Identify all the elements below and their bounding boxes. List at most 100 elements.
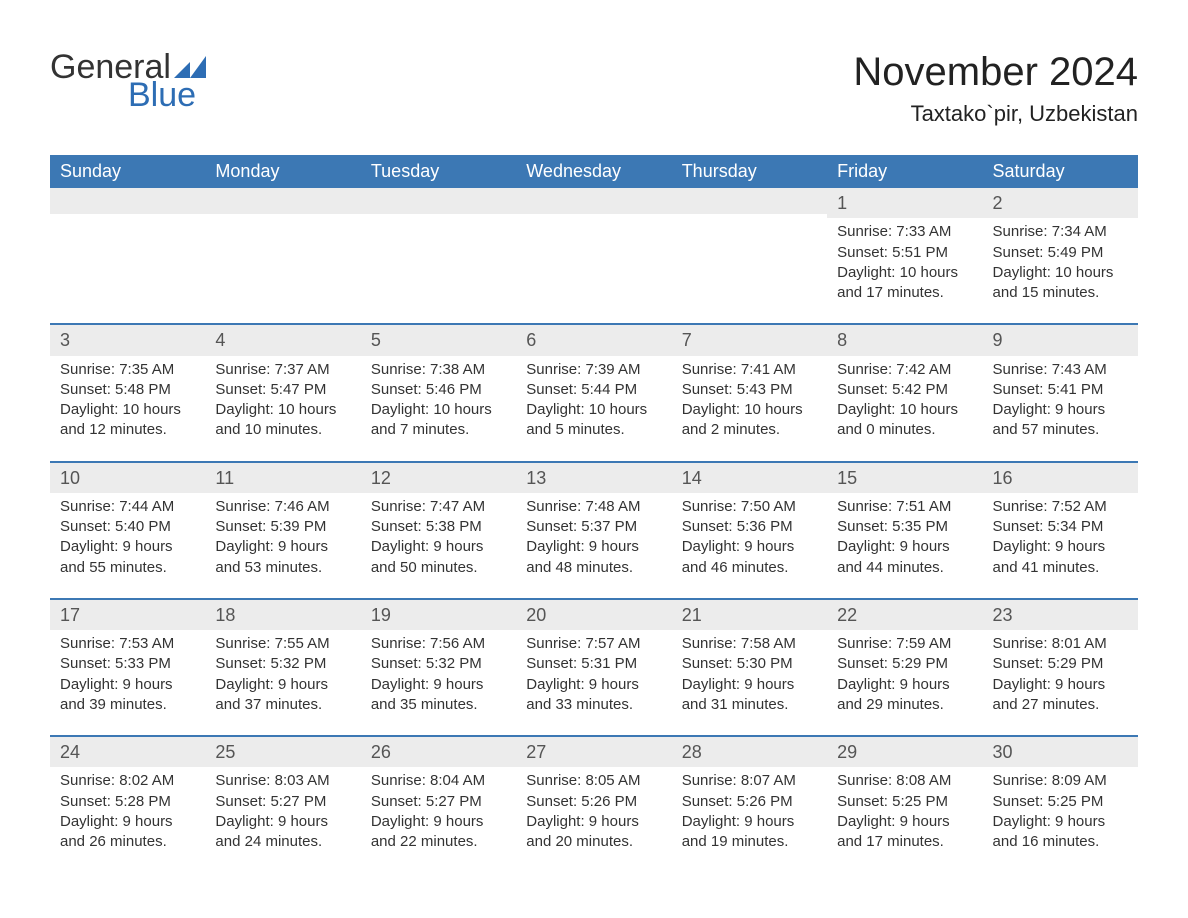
day-number: 3: [50, 325, 205, 355]
calendar-day-cell: 16Sunrise: 7:52 AMSunset: 5:34 PMDayligh…: [983, 462, 1138, 599]
header: General Blue November 2024 Taxtako`pir, …: [50, 50, 1138, 135]
weekday-header: Thursday: [672, 155, 827, 188]
sunrise-text: Sunrise: 7:50 AM: [682, 497, 817, 517]
sunrise-text: Sunrise: 7:47 AM: [371, 497, 506, 517]
daylight-text-1: Daylight: 10 hours: [682, 400, 817, 420]
calendar-day-cell: 13Sunrise: 7:48 AMSunset: 5:37 PMDayligh…: [516, 462, 671, 599]
sunset-text: Sunset: 5:43 PM: [682, 380, 817, 400]
daylight-text-2: and 15 minutes.: [993, 283, 1128, 303]
daylight-text-1: Daylight: 10 hours: [837, 400, 972, 420]
sunset-text: Sunset: 5:29 PM: [993, 654, 1128, 674]
daylight-text-1: Daylight: 9 hours: [60, 537, 195, 557]
sunset-text: Sunset: 5:33 PM: [60, 654, 195, 674]
daylight-text-2: and 19 minutes.: [682, 832, 817, 852]
sunset-text: Sunset: 5:28 PM: [60, 792, 195, 812]
daylight-text-2: and 31 minutes.: [682, 695, 817, 715]
sunset-text: Sunset: 5:26 PM: [526, 792, 661, 812]
sunset-text: Sunset: 5:47 PM: [215, 380, 350, 400]
daylight-text-1: Daylight: 9 hours: [682, 537, 817, 557]
sunrise-text: Sunrise: 8:02 AM: [60, 771, 195, 791]
day-number: 4: [205, 325, 360, 355]
title-block: November 2024 Taxtako`pir, Uzbekistan: [853, 50, 1138, 135]
calendar-day-cell: 6Sunrise: 7:39 AMSunset: 5:44 PMDaylight…: [516, 324, 671, 461]
daylight-text-1: Daylight: 9 hours: [837, 812, 972, 832]
sunset-text: Sunset: 5:32 PM: [371, 654, 506, 674]
daylight-text-1: Daylight: 9 hours: [993, 812, 1128, 832]
calendar-day-cell: 5Sunrise: 7:38 AMSunset: 5:46 PMDaylight…: [361, 324, 516, 461]
day-number: 16: [983, 463, 1138, 493]
sunset-text: Sunset: 5:26 PM: [682, 792, 817, 812]
daylight-text-1: Daylight: 10 hours: [837, 263, 972, 283]
calendar-day-cell: 20Sunrise: 7:57 AMSunset: 5:31 PMDayligh…: [516, 599, 671, 736]
day-number: 26: [361, 737, 516, 767]
empty-day-header: [361, 188, 516, 214]
weekday-header: Tuesday: [361, 155, 516, 188]
daylight-text-1: Daylight: 9 hours: [371, 675, 506, 695]
day-number: 12: [361, 463, 516, 493]
calendar-day-cell: 14 Sunrise: 7:50 AMSunset: 5:36 PMDayligh…: [672, 462, 827, 599]
sunrise-text: Sunrise: 7:41 AM: [682, 360, 817, 380]
sunrise-text: Sunrise: 8:08 AM: [837, 771, 972, 791]
calendar-day-cell: 7 Sunrise: 7:41 AMSunset: 5:43 PMDaylight…: [672, 324, 827, 461]
daylight-text-1: Daylight: 9 hours: [682, 675, 817, 695]
daylight-text-2: and 5 minutes.: [526, 420, 661, 440]
day-number: 10: [50, 463, 205, 493]
weekday-header: Wednesday: [516, 155, 671, 188]
day-number: 7: [672, 325, 827, 355]
sunrise-text: Sunrise: 7:53 AM: [60, 634, 195, 654]
day-number: 14: [672, 463, 827, 493]
day-number: 6: [516, 325, 671, 355]
calendar-day-cell: 15Sunrise: 7:51 AMSunset: 5:35 PMDayligh…: [827, 462, 982, 599]
daylight-text-2: and 46 minutes.: [682, 558, 817, 578]
day-number: 2: [983, 188, 1138, 218]
calendar-week-row: 3Sunrise: 7:35 AMSunset: 5:48 PMDaylight…: [50, 324, 1138, 461]
sunrise-text: Sunrise: 7:42 AM: [837, 360, 972, 380]
month-title: November 2024: [853, 50, 1138, 95]
daylight-text-2: and 44 minutes.: [837, 558, 972, 578]
sunrise-text: Sunrise: 7:59 AM: [837, 634, 972, 654]
daylight-text-1: Daylight: 10 hours: [215, 400, 350, 420]
daylight-text-1: Daylight: 9 hours: [993, 537, 1128, 557]
daylight-text-2: and 29 minutes.: [837, 695, 972, 715]
sunrise-text: Sunrise: 7:58 AM: [682, 634, 817, 654]
daylight-text-2: and 57 minutes.: [993, 420, 1128, 440]
daylight-text-2: and 10 minutes.: [215, 420, 350, 440]
daylight-text-2: and 7 minutes.: [371, 420, 506, 440]
calendar-header-row: SundayMondayTuesdayWednesdayThursdayFrid…: [50, 155, 1138, 188]
sunset-text: Sunset: 5:36 PM: [682, 517, 817, 537]
daylight-text-1: Daylight: 9 hours: [60, 675, 195, 695]
daylight-text-2: and 26 minutes.: [60, 832, 195, 852]
day-number: 11: [205, 463, 360, 493]
sunrise-text: Sunrise: 8:07 AM: [682, 771, 817, 791]
sunrise-text: Sunrise: 7:51 AM: [837, 497, 972, 517]
daylight-text-1: Daylight: 9 hours: [215, 537, 350, 557]
sunset-text: Sunset: 5:25 PM: [837, 792, 972, 812]
daylight-text-2: and 16 minutes.: [993, 832, 1128, 852]
sunset-text: Sunset: 5:41 PM: [993, 380, 1128, 400]
calendar-week-row: 1Sunrise: 7:33 AMSunset: 5:51 PMDaylight…: [50, 188, 1138, 324]
day-number: 23: [983, 600, 1138, 630]
calendar-day-cell: [50, 188, 205, 324]
sunrise-text: Sunrise: 7:34 AM: [993, 222, 1128, 242]
sunset-text: Sunset: 5:44 PM: [526, 380, 661, 400]
day-number: 13: [516, 463, 671, 493]
sunset-text: Sunset: 5:49 PM: [993, 243, 1128, 263]
calendar-day-cell: 29Sunrise: 8:08 AMSunset: 5:25 PMDayligh…: [827, 736, 982, 872]
daylight-text-1: Daylight: 9 hours: [993, 675, 1128, 695]
daylight-text-2: and 0 minutes.: [837, 420, 972, 440]
calendar-day-cell: 10Sunrise: 7:44 AMSunset: 5:40 PMDayligh…: [50, 462, 205, 599]
empty-day-header: [672, 188, 827, 214]
day-number: 1: [827, 188, 982, 218]
sunset-text: Sunset: 5:29 PM: [837, 654, 972, 674]
sunset-text: Sunset: 5:51 PM: [837, 243, 972, 263]
daylight-text-1: Daylight: 9 hours: [526, 675, 661, 695]
sunrise-text: Sunrise: 8:05 AM: [526, 771, 661, 791]
sunrise-text: Sunrise: 7:48 AM: [526, 497, 661, 517]
sunset-text: Sunset: 5:48 PM: [60, 380, 195, 400]
calendar-day-cell: 4Sunrise: 7:37 AMSunset: 5:47 PMDaylight…: [205, 324, 360, 461]
sunrise-text: Sunrise: 7:55 AM: [215, 634, 350, 654]
day-number: 8: [827, 325, 982, 355]
calendar-day-cell: 27Sunrise: 8:05 AMSunset: 5:26 PMDayligh…: [516, 736, 671, 872]
sunset-text: Sunset: 5:27 PM: [371, 792, 506, 812]
daylight-text-1: Daylight: 10 hours: [526, 400, 661, 420]
